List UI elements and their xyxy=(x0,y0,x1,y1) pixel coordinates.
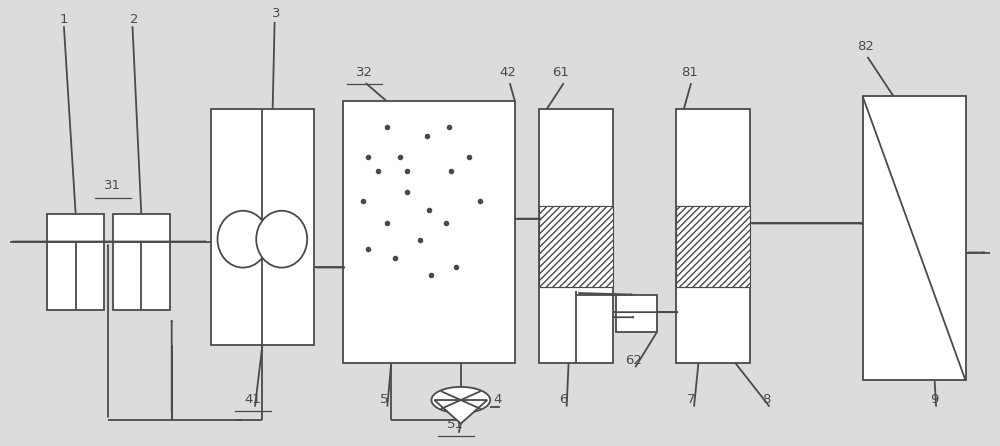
Bar xyxy=(539,206,613,287)
Text: 4: 4 xyxy=(494,392,502,406)
Polygon shape xyxy=(434,400,487,424)
Bar xyxy=(211,109,314,345)
Bar xyxy=(616,295,657,332)
Text: 31: 31 xyxy=(104,179,121,192)
Text: 82: 82 xyxy=(857,40,874,53)
Text: 61: 61 xyxy=(552,66,569,79)
Circle shape xyxy=(431,387,490,413)
Bar xyxy=(539,109,613,363)
Text: 8: 8 xyxy=(762,392,771,406)
Bar xyxy=(113,214,170,310)
Text: 3: 3 xyxy=(272,7,281,20)
Text: 9: 9 xyxy=(930,392,938,406)
Text: 1: 1 xyxy=(60,13,68,26)
Bar xyxy=(676,206,750,287)
Ellipse shape xyxy=(218,211,268,268)
Text: 7: 7 xyxy=(687,392,695,406)
Text: 62: 62 xyxy=(625,354,642,367)
Bar xyxy=(47,214,104,310)
Text: 51: 51 xyxy=(447,417,464,431)
Bar xyxy=(863,96,966,380)
Text: 32: 32 xyxy=(356,66,373,79)
Bar xyxy=(343,101,515,363)
Text: 6: 6 xyxy=(560,392,568,406)
Text: 42: 42 xyxy=(499,66,516,79)
Bar xyxy=(676,109,750,363)
Text: 5: 5 xyxy=(380,392,389,406)
Text: 81: 81 xyxy=(681,66,698,79)
Text: 41: 41 xyxy=(245,392,261,406)
Text: 2: 2 xyxy=(130,13,139,26)
Ellipse shape xyxy=(256,211,307,268)
